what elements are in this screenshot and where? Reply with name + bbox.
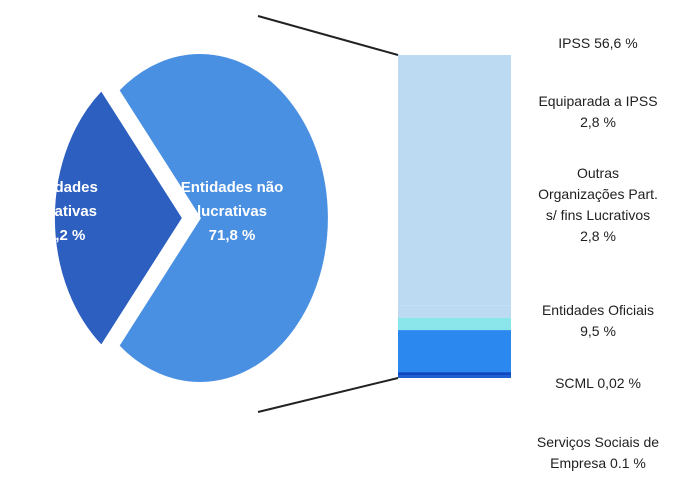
pie-slice-entidades-nao-lucrativas [117,52,330,384]
bar-segment-2 [398,317,511,331]
bar-label-0: IPSS 56,6 % [558,35,637,51]
pie-label-entidades-nao-lucrativas: Entidades não lucrativas 71,8 % [181,179,284,244]
bar-segment-1 [398,305,511,318]
bar-segment-0 [398,55,511,306]
bar-label-2: Outras Organizações Part. s/ fins Lucrativ… [538,165,658,244]
bar-label-1: Equiparada a IPSS 2,8 % [538,93,657,130]
bar-segment-3 [398,330,511,373]
pie-slice-entidades-lucrativas [53,88,184,348]
pie-group [53,52,330,384]
bar-label-5: Serviços Sociais de Empresa 0.1 % [537,434,659,471]
connector-line-bottom [257,377,399,413]
bar-segment-5 [398,375,511,378]
bar-segment-4 [398,372,511,376]
connector-line-top [257,15,399,56]
pie-label-entidades-lucrativas: Entidades lucrativas 28,2 % [26,179,98,244]
bar-label-4: SCML 0,02 % [555,375,641,391]
bar-label-3: Entidades Oficiais 9,5 % [542,302,654,339]
